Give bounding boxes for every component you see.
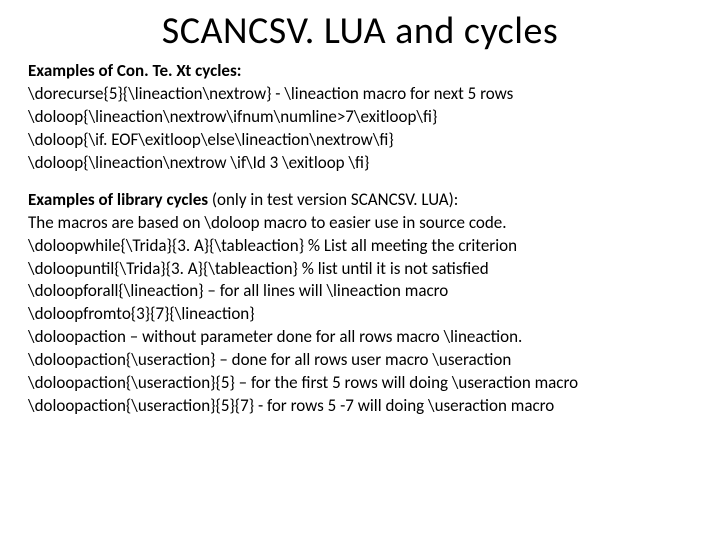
code-line: \doloopwhile{\Trida}{3. A}{\tableaction}… bbox=[28, 235, 692, 258]
code-line: \doloop{\lineaction\nextrow \if\Id 3 \ex… bbox=[28, 152, 692, 175]
code-line: \doloopaction – without parameter done f… bbox=[28, 326, 692, 349]
spacer bbox=[28, 175, 692, 189]
page-title: SCANCSV. LUA and cycles bbox=[28, 8, 692, 54]
code-line: \doloopforall{\lineaction} – for all lin… bbox=[28, 280, 692, 303]
code-line: \dorecurse{5}{\lineaction\nextrow} - \li… bbox=[28, 83, 692, 106]
code-line: \doloopuntil{\Trida}{3. A}{\tableaction}… bbox=[28, 258, 692, 281]
code-line: \doloopaction{\useraction}{5}{7} - for r… bbox=[28, 395, 692, 418]
section-library-cycles: Examples of library cycles (only in test… bbox=[28, 189, 692, 418]
section1-heading: Examples of Con. Te. Xt cycles: bbox=[28, 60, 692, 83]
code-line: \doloopfromto{3}{7}{\lineaction} bbox=[28, 303, 692, 326]
code-line: \doloop{\lineaction\nextrow\ifnum\numlin… bbox=[28, 106, 692, 129]
section-context-cycles: Examples of Con. Te. Xt cycles: \dorecur… bbox=[28, 60, 692, 175]
section2-heading-bold: Examples of library cycles bbox=[28, 189, 208, 210]
section2-heading: Examples of library cycles (only in test… bbox=[28, 189, 692, 212]
slide: SCANCSV. LUA and cycles Examples of Con.… bbox=[0, 0, 720, 540]
code-line: \doloopaction{\useraction}{5} – for the … bbox=[28, 372, 692, 395]
code-line: The macros are based on \doloop macro to… bbox=[28, 212, 692, 235]
code-line: \doloopaction{\useraction} – done for al… bbox=[28, 349, 692, 372]
code-line: \doloop{\if. EOF\exitloop\else\lineactio… bbox=[28, 129, 692, 152]
section2-heading-rest: (only in test version SCANCSV. LUA): bbox=[208, 189, 458, 210]
